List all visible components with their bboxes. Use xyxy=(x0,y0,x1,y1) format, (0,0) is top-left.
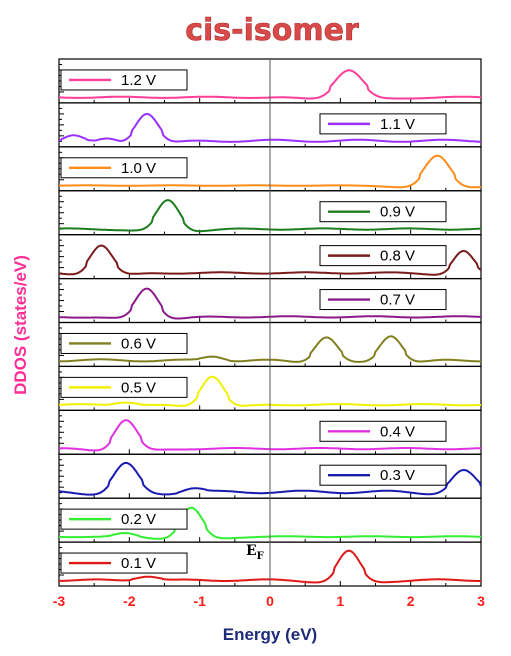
legend-box xyxy=(319,289,447,311)
legend-label: 0.4 V xyxy=(380,423,415,440)
legend-box xyxy=(60,376,188,398)
x-tick-label: 3 xyxy=(477,593,485,609)
legend-label: 0.9 V xyxy=(380,204,415,221)
x-axis-label: Energy (eV) xyxy=(223,625,317,644)
legend-box xyxy=(319,113,447,135)
legend-label: 1.1 V xyxy=(380,116,415,133)
x-tick-label: 1 xyxy=(336,593,344,609)
legend-label: 0.6 V xyxy=(121,335,156,352)
chart-title: cis-isomer xyxy=(185,13,359,48)
x-tick-label: -1 xyxy=(193,593,206,609)
legend-label: 1.2 V xyxy=(121,72,156,89)
legend-label: 0.3 V xyxy=(380,467,415,484)
legend-box xyxy=(60,157,188,179)
x-tick-labels: -3 -2 -1 0 1 2 3 xyxy=(53,593,485,609)
fermi-label: EF xyxy=(246,543,264,562)
x-tick-label: 0 xyxy=(266,593,274,609)
legend-label: 0.8 V xyxy=(380,248,415,265)
legend-box xyxy=(60,332,188,354)
legend-label: 0.7 V xyxy=(380,292,415,309)
legend-label: 0.5 V xyxy=(121,379,156,396)
legend-label: 1.0 V xyxy=(121,160,156,177)
x-tick-label: 2 xyxy=(407,593,415,609)
legend-box xyxy=(319,420,447,442)
legend-label: 0.2 V xyxy=(121,511,156,528)
x-tick-label: -3 xyxy=(53,593,66,609)
x-tick-label: -2 xyxy=(123,593,136,609)
legend-box xyxy=(60,508,188,530)
legend-box xyxy=(60,552,188,574)
legend-label: 0.1 V xyxy=(121,555,156,572)
legend-box xyxy=(319,464,447,486)
y-axis-label: DDOS (states/eV) xyxy=(11,255,30,395)
legend-box xyxy=(319,201,447,223)
legend-box xyxy=(60,69,188,91)
legend-box xyxy=(319,245,447,267)
